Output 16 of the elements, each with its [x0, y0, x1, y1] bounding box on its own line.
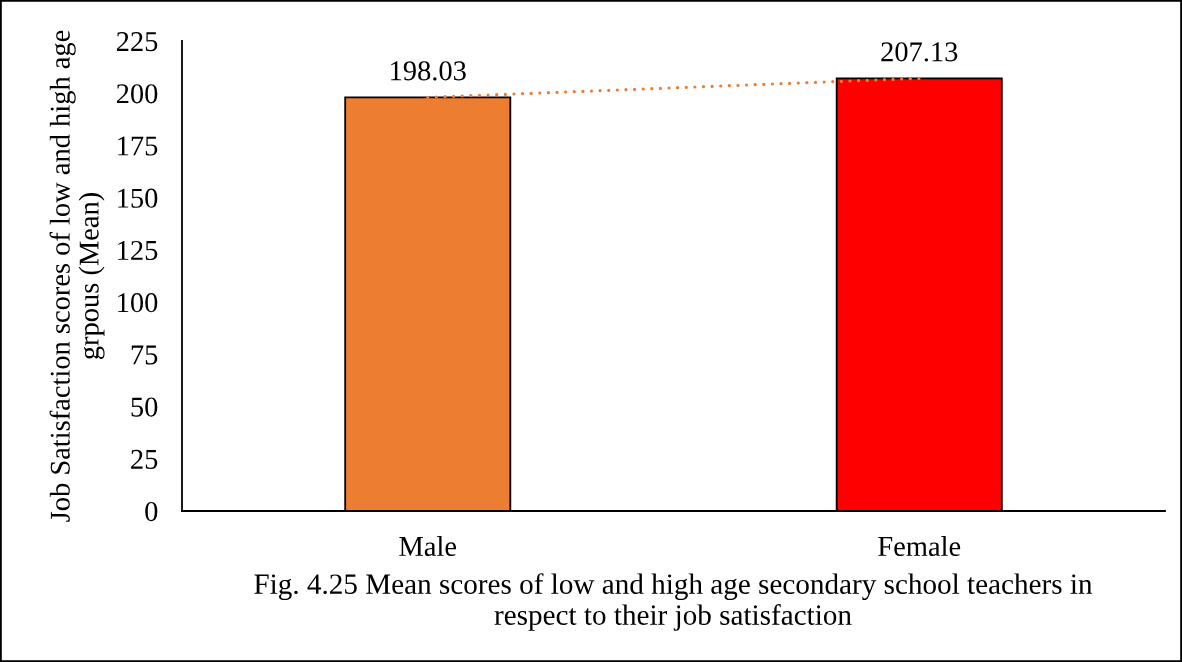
y-tick-label: 50 [131, 397, 158, 417]
y-tick-label: 175 [118, 136, 158, 156]
y-tick-label: 200 [116, 84, 158, 104]
data-label: 198.03 [391, 61, 466, 81]
y-tick-label: 0 [145, 501, 158, 522]
y-tick-label: 150 [118, 188, 158, 208]
y-tick-label: 100 [118, 293, 158, 313]
y-tick-label: 75 [131, 345, 158, 365]
x-tick-label: Male [399, 536, 457, 557]
y-tick-label: 25 [131, 449, 158, 469]
y-axis-title: Job Satisfaction scores of low and high age grpous (Mean) [49, 30, 105, 522]
y-tick-label: 225 [116, 32, 158, 52]
data-label: 207.13 [881, 42, 958, 62]
caption: Fig. 4.25 Mean scores of low and high age secondary school teachers in respect to their job satisfaction [254, 573, 1093, 631]
y-tick-label: 125 [118, 240, 158, 261]
x-tick-label: Female [878, 536, 961, 557]
